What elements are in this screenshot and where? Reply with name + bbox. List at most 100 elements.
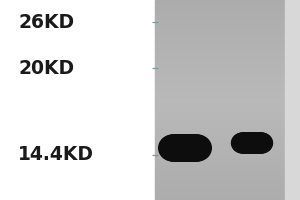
Bar (154, 36, 285, 37)
Bar (154, 9, 285, 10)
Bar (154, 124, 285, 125)
Bar (154, 68, 285, 69)
Bar (154, 178, 285, 179)
Bar (154, 142, 285, 143)
Bar (154, 46, 285, 47)
Bar (154, 131, 285, 132)
Bar (154, 82, 285, 83)
Ellipse shape (244, 133, 266, 153)
Bar (154, 76, 285, 77)
Ellipse shape (236, 133, 257, 153)
Bar (154, 74, 285, 75)
Ellipse shape (163, 135, 191, 161)
Ellipse shape (167, 135, 196, 161)
Bar (154, 128, 285, 129)
Ellipse shape (250, 133, 272, 153)
Bar (154, 122, 285, 123)
Bar (154, 181, 285, 182)
Bar (154, 56, 285, 57)
Bar (154, 92, 285, 93)
Ellipse shape (165, 135, 194, 161)
Bar (154, 7, 285, 8)
Bar (154, 93, 285, 94)
Bar (154, 4, 285, 5)
Ellipse shape (173, 135, 201, 161)
Bar (0, 0, 154, 200)
Bar (154, 35, 285, 36)
Ellipse shape (239, 133, 261, 153)
Bar (154, 26, 285, 27)
Bar (154, 20, 285, 21)
Bar (154, 78, 285, 79)
Ellipse shape (236, 133, 258, 153)
Bar (154, 88, 285, 89)
Bar (154, 75, 285, 76)
Bar (154, 194, 285, 195)
Bar (154, 173, 285, 174)
Bar (154, 47, 285, 48)
Bar (154, 99, 285, 100)
Bar (154, 27, 285, 28)
Bar (154, 62, 285, 63)
Ellipse shape (178, 135, 206, 161)
Bar (154, 86, 285, 87)
Ellipse shape (243, 133, 266, 153)
Bar (154, 63, 285, 64)
Bar (154, 188, 285, 189)
Bar (154, 152, 285, 153)
Bar (154, 114, 285, 115)
Bar (154, 104, 285, 105)
Ellipse shape (168, 135, 196, 161)
Ellipse shape (243, 133, 265, 153)
Bar (154, 67, 285, 68)
Bar (154, 189, 285, 190)
Ellipse shape (174, 135, 203, 161)
Bar (154, 55, 285, 56)
Bar (154, 34, 285, 35)
Bar (154, 184, 285, 185)
Bar (154, 95, 285, 96)
Bar (154, 160, 285, 161)
Ellipse shape (181, 135, 210, 161)
Bar (154, 111, 285, 112)
Ellipse shape (164, 135, 193, 161)
Bar (154, 199, 285, 200)
Ellipse shape (237, 133, 259, 153)
Bar (154, 119, 285, 120)
Bar (154, 156, 285, 157)
Bar (154, 54, 285, 55)
Ellipse shape (164, 135, 192, 161)
Bar (154, 138, 285, 139)
Text: 26KD: 26KD (18, 12, 74, 31)
Ellipse shape (247, 133, 268, 153)
Bar (154, 109, 285, 110)
Bar (154, 120, 285, 121)
Bar (154, 24, 285, 25)
Bar (154, 64, 285, 65)
Bar (154, 144, 285, 145)
Ellipse shape (176, 135, 205, 161)
Bar (154, 106, 285, 107)
Bar (154, 43, 285, 44)
Text: 20KD: 20KD (18, 58, 74, 77)
Bar (154, 161, 285, 162)
Bar (154, 41, 285, 42)
Bar (154, 166, 285, 167)
Bar (154, 139, 285, 140)
Ellipse shape (183, 135, 211, 161)
Ellipse shape (246, 133, 268, 153)
Bar (154, 10, 285, 11)
Bar (154, 146, 285, 147)
Bar (154, 191, 285, 192)
Bar (285, 0, 300, 200)
Bar (154, 3, 285, 4)
Bar (154, 0, 285, 1)
Bar (154, 118, 285, 119)
Bar (154, 107, 285, 108)
Bar (154, 135, 285, 136)
Bar (154, 80, 285, 81)
Bar (154, 123, 285, 124)
Ellipse shape (250, 133, 272, 153)
Bar (154, 113, 285, 114)
Bar (154, 112, 285, 113)
